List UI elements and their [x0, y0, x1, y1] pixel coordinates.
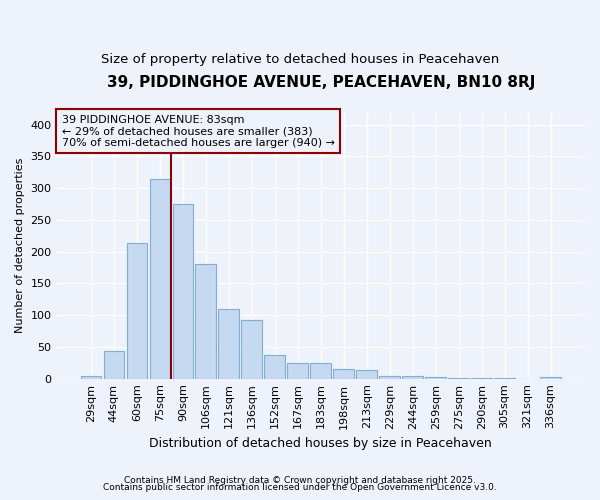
X-axis label: Distribution of detached houses by size in Peacehaven: Distribution of detached houses by size …: [149, 437, 492, 450]
Text: Contains HM Land Registry data © Crown copyright and database right 2025.: Contains HM Land Registry data © Crown c…: [124, 476, 476, 485]
Bar: [356, 370, 377, 378]
Bar: [265, 354, 285, 378]
Bar: [379, 376, 400, 378]
Bar: [218, 309, 239, 378]
Bar: [127, 244, 147, 378]
Bar: [241, 320, 262, 378]
Bar: [403, 376, 423, 378]
Bar: [104, 352, 124, 378]
Bar: [334, 369, 354, 378]
Bar: [173, 204, 193, 378]
Bar: [540, 377, 561, 378]
Text: 39 PIDDINGHOE AVENUE: 83sqm
← 29% of detached houses are smaller (383)
70% of se: 39 PIDDINGHOE AVENUE: 83sqm ← 29% of det…: [62, 114, 335, 148]
Bar: [287, 363, 308, 378]
Y-axis label: Number of detached properties: Number of detached properties: [15, 158, 25, 333]
Bar: [310, 363, 331, 378]
Text: Contains public sector information licensed under the Open Government Licence v3: Contains public sector information licen…: [103, 484, 497, 492]
Text: Size of property relative to detached houses in Peacehaven: Size of property relative to detached ho…: [101, 52, 499, 66]
Bar: [149, 178, 170, 378]
Bar: [80, 376, 101, 378]
Bar: [196, 264, 216, 378]
Title: 39, PIDDINGHOE AVENUE, PEACEHAVEN, BN10 8RJ: 39, PIDDINGHOE AVENUE, PEACEHAVEN, BN10 …: [107, 75, 535, 90]
